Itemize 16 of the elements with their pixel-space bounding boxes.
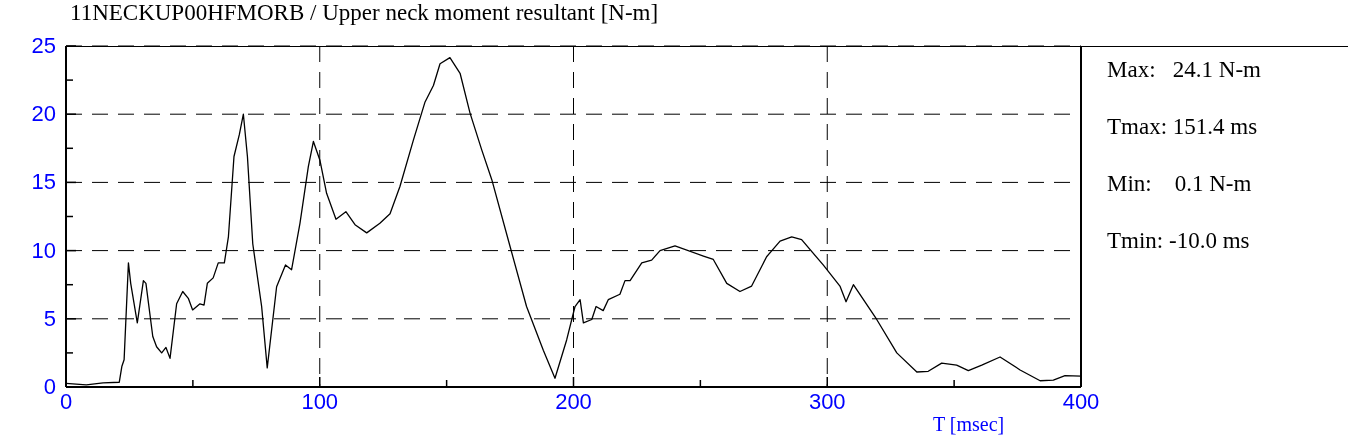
x-tick-label: 0 (59, 389, 73, 415)
chart-title: 11NECKUP00HFMORB / Upper neck moment resultant [N-m] (70, 0, 659, 26)
y-tick-label: 15 (31, 169, 56, 196)
text: Tmax: 151.4 ms (1107, 114, 1258, 140)
x-tick-label: 300 (808, 389, 846, 415)
text: Tmin: -10.0 ms (1107, 228, 1250, 254)
x-tick-label: 400 (1062, 389, 1100, 415)
y-tick-label: 20 (31, 101, 56, 128)
text: Max: 24.1 N-m (1107, 57, 1261, 83)
y-tick-label: 5 (43, 305, 56, 332)
y-tick-label: 10 (31, 237, 56, 264)
text: Min: 0.1 N-m (1107, 171, 1252, 197)
y-tick-label: 25 (31, 33, 56, 59)
x-tick-label: 100 (301, 389, 339, 415)
x-axis-title: T [msec] (933, 413, 1005, 436)
x-tick-label: 200 (555, 389, 592, 415)
